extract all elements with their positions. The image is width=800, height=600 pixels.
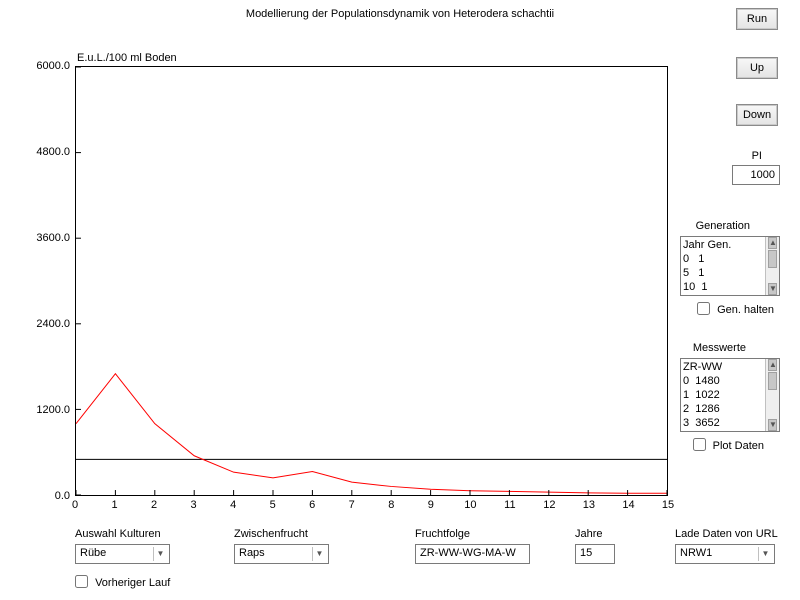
pi-label: PI [752, 150, 762, 162]
xtick-label: 1 [105, 499, 125, 511]
xtick-label: 3 [184, 499, 204, 511]
ytick-label: 2400.0 [30, 318, 70, 330]
xtick-label: 12 [539, 499, 559, 511]
xtick-label: 13 [579, 499, 599, 511]
plot-daten-label: Plot Daten [713, 440, 764, 452]
messwerte-listbox[interactable]: ZR-WW 0 14801 10222 12863 3652 ▲ ▼ [680, 358, 780, 432]
chart-plot-area [75, 66, 668, 496]
scroll-up-icon[interactable]: ▲ [768, 359, 777, 371]
jahre-field: Jahre 15 [575, 528, 625, 564]
list-item[interactable]: 0 1 [683, 252, 777, 266]
zwischenfrucht-label: Zwischenfrucht [234, 528, 339, 540]
bottom-controls: Auswahl Kulturen Rübe ▼ Zwischenfrucht R… [75, 528, 785, 578]
list-item[interactable]: 3 3652 [683, 416, 777, 430]
auswahl-kulturen-field: Auswahl Kulturen Rübe ▼ [75, 528, 180, 564]
xtick-label: 7 [342, 499, 362, 511]
xtick-label: 14 [618, 499, 638, 511]
jahre-input[interactable]: 15 [575, 544, 615, 564]
ytick-label: 0.0 [30, 490, 70, 502]
ytick-label: 3600.0 [30, 232, 70, 244]
xtick-label: 2 [144, 499, 164, 511]
down-button[interactable]: Down [736, 104, 778, 126]
scroll-down-icon[interactable]: ▼ [768, 419, 777, 431]
plot-daten-checkbox-wrap: Plot Daten [693, 438, 764, 452]
list-item[interactable]: 5 1 [683, 266, 777, 280]
vorheriger-lauf-wrap: Vorheriger Lauf [75, 575, 170, 589]
jahre-value: 15 [580, 547, 592, 559]
list-item[interactable]: 0 1480 [683, 374, 777, 388]
lade-daten-field: Lade Daten von URL NRW1 ▼ [675, 528, 785, 564]
up-button[interactable]: Up [736, 57, 778, 79]
xtick-label: 6 [302, 499, 322, 511]
scroll-thumb[interactable] [768, 250, 777, 268]
lade-daten-combo[interactable]: NRW1 ▼ [675, 544, 775, 564]
list-item[interactable]: 10 1 [683, 280, 777, 294]
ytick-label: 6000.0 [30, 60, 70, 72]
xtick-label: 5 [263, 499, 283, 511]
generation-label: Generation [696, 220, 750, 232]
lade-daten-label: Lade Daten von URL [675, 528, 785, 540]
pi-input[interactable] [732, 165, 780, 185]
fruchtfolge-label: Fruchtfolge [415, 528, 535, 540]
xtick-label: 11 [500, 499, 520, 511]
scroll-up-icon[interactable]: ▲ [768, 237, 777, 249]
gen-halten-label: Gen. halten [717, 304, 774, 316]
fruchtfolge-input[interactable]: ZR-WW-WG-MA-W [415, 544, 530, 564]
auswahl-kulturen-combo[interactable]: Rübe ▼ [75, 544, 170, 564]
chevron-down-icon: ▼ [153, 547, 167, 561]
fruchtfolge-value: ZR-WW-WG-MA-W [420, 547, 516, 559]
auswahl-kulturen-value: Rübe [80, 547, 106, 559]
xtick-label: 15 [658, 499, 678, 511]
list-item[interactable]: 2 1286 [683, 402, 777, 416]
xtick-label: 0 [65, 499, 85, 511]
zwischenfrucht-field: Zwischenfrucht Raps ▼ [234, 528, 339, 564]
zwischenfrucht-value: Raps [239, 547, 265, 559]
xtick-label: 10 [460, 499, 480, 511]
ytick-label: 4800.0 [30, 146, 70, 158]
generation-header: Jahr Gen. [683, 238, 777, 252]
xtick-label: 9 [421, 499, 441, 511]
page-title: Modellierung der Populationsdynamik von … [0, 8, 800, 20]
generation-scrollbar[interactable]: ▲ ▼ [765, 237, 779, 295]
run-button[interactable]: Run [736, 8, 778, 30]
messwerte-label: Messwerte [693, 342, 746, 354]
generation-listbox[interactable]: Jahr Gen. 0 15 110 1 ▲ ▼ [680, 236, 780, 296]
gen-halten-checkbox-wrap: Gen. halten [697, 302, 774, 316]
scroll-down-icon[interactable]: ▼ [768, 283, 777, 295]
chevron-down-icon: ▼ [758, 547, 772, 561]
plot-daten-checkbox[interactable] [693, 438, 706, 451]
xtick-label: 4 [223, 499, 243, 511]
list-item[interactable]: 1 1022 [683, 388, 777, 402]
chevron-down-icon: ▼ [312, 547, 326, 561]
gen-halten-checkbox[interactable] [697, 302, 710, 315]
fruchtfolge-field: Fruchtfolge ZR-WW-WG-MA-W [415, 528, 535, 564]
scroll-thumb[interactable] [768, 372, 777, 390]
vorheriger-lauf-checkbox[interactable] [75, 575, 88, 588]
messwerte-scrollbar[interactable]: ▲ ▼ [765, 359, 779, 431]
chart-ylabel: E.u.L./100 ml Boden [77, 52, 177, 64]
ytick-label: 1200.0 [30, 404, 70, 416]
messwerte-header: ZR-WW [683, 360, 777, 374]
jahre-label: Jahre [575, 528, 625, 540]
zwischenfrucht-combo[interactable]: Raps ▼ [234, 544, 329, 564]
vorheriger-lauf-label: Vorheriger Lauf [95, 577, 170, 589]
lade-daten-value: NRW1 [680, 547, 712, 559]
auswahl-kulturen-label: Auswahl Kulturen [75, 528, 180, 540]
xtick-label: 8 [381, 499, 401, 511]
